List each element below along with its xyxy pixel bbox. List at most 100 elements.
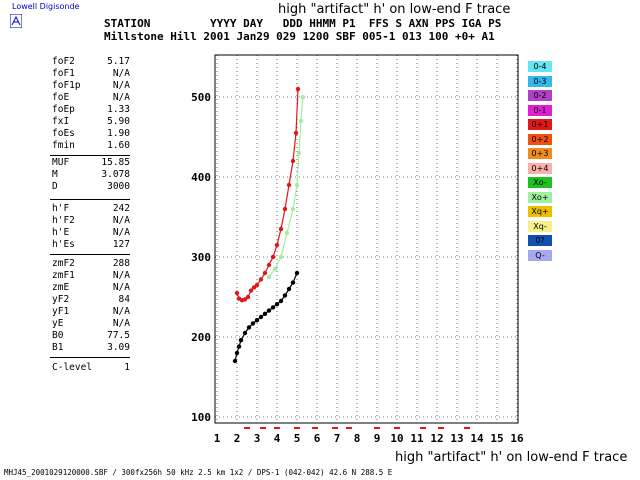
legend-item: 0-4 xyxy=(528,61,552,72)
param-key: h'F2 xyxy=(52,215,75,226)
param-key: M xyxy=(52,169,58,180)
param-key: fmin xyxy=(52,140,75,151)
param-key: foEp xyxy=(52,104,75,115)
param-value: N/A xyxy=(112,80,130,91)
param-row: C-level 1 xyxy=(52,362,130,373)
x-tick-label: 12 xyxy=(430,432,443,445)
param-row: h'F 242 xyxy=(52,203,130,214)
trace-segment xyxy=(292,272,298,283)
lowell-logo-icon xyxy=(10,14,22,28)
trace-segment xyxy=(295,88,299,134)
trace-segment xyxy=(268,268,276,278)
legend-item: Xo+ xyxy=(528,191,552,203)
param-value: N/A xyxy=(112,92,130,103)
param-row: zmF2 288 xyxy=(52,258,130,269)
trace-segment xyxy=(240,332,246,341)
param-value: N/A xyxy=(112,227,130,238)
station-header-row1: STATION YYYY DAY DDD HHMM P1 FFS S AXN P… xyxy=(104,17,502,30)
param-row: MUF 15.85 xyxy=(52,157,130,168)
frequency-marker xyxy=(346,427,352,429)
trace-segment xyxy=(298,120,302,154)
param-row: M 3.078 xyxy=(52,169,130,180)
x-tick-label: 4 xyxy=(274,432,281,445)
param-row: D 3000 xyxy=(52,181,130,192)
chart-title: high "artifact" h' on low-end F trace xyxy=(278,2,511,17)
trace-segment xyxy=(268,256,274,266)
y-tick-label: 400 xyxy=(191,171,211,184)
param-value: 3000 xyxy=(107,181,130,192)
param-value: N/A xyxy=(112,68,130,79)
legend-item: 0? xyxy=(528,235,552,246)
param-key: h'Es xyxy=(52,239,75,250)
param-key: zmF2 xyxy=(52,258,75,269)
trace-segment xyxy=(253,284,258,288)
trace-segment xyxy=(244,296,249,300)
trace-segment xyxy=(256,316,262,321)
param-key: C-level xyxy=(52,362,93,373)
param-row: h'Es 127 xyxy=(52,239,130,250)
param-row: foEp 1.33 xyxy=(52,104,130,115)
chart-bottom-title: high "artifact" h' on low-end F trace xyxy=(395,450,628,465)
frequency-marker xyxy=(394,427,400,429)
param-row: yF1 N/A xyxy=(52,306,130,317)
x-tick-label: 5 xyxy=(294,432,301,445)
trace-segment xyxy=(272,303,278,308)
param-row: zmE N/A xyxy=(52,282,130,293)
param-key: zmE xyxy=(52,282,70,293)
trace-segment xyxy=(238,298,243,301)
legend-item: 0+1 xyxy=(528,119,552,130)
param-divider xyxy=(50,254,130,255)
param-value: 1.60 xyxy=(107,140,130,151)
trace-segment xyxy=(244,327,250,334)
x-tick-label: 6 xyxy=(314,432,321,445)
x-tick-label: 14 xyxy=(470,432,484,445)
trace-segment xyxy=(250,286,255,292)
trace-segment xyxy=(296,152,300,186)
param-value: 127 xyxy=(112,239,130,250)
param-row: B0 77.5 xyxy=(52,330,130,341)
param-key: fxI xyxy=(52,116,70,127)
param-value: 84 xyxy=(118,294,130,305)
param-value: 5.17 xyxy=(107,56,130,67)
param-value: 1.90 xyxy=(107,128,130,139)
x-tick-label: 3 xyxy=(254,432,261,445)
param-row: fxI 5.90 xyxy=(52,116,130,127)
param-value: 288 xyxy=(112,258,130,269)
trace-segment xyxy=(247,290,252,298)
param-value: N/A xyxy=(112,270,130,281)
trace-segment xyxy=(264,310,270,315)
param-divider xyxy=(50,155,130,156)
param-value: N/A xyxy=(112,306,130,317)
trace-segment xyxy=(300,96,304,122)
logo-text: Lowell Digisonde xyxy=(12,2,80,11)
x-tick-label: 10 xyxy=(390,432,403,445)
param-value: N/A xyxy=(112,282,130,293)
param-row: yE N/A xyxy=(52,318,130,329)
trace-segment xyxy=(256,279,262,286)
param-key: B0 xyxy=(52,330,64,341)
trace-segment xyxy=(260,272,266,280)
param-key: D xyxy=(52,181,58,192)
trace-segment xyxy=(264,264,270,274)
param-row: zmF1 N/A xyxy=(52,270,130,281)
frequency-marker xyxy=(374,427,380,429)
trace-segment xyxy=(276,228,282,246)
y-tick-label: 500 xyxy=(191,91,211,104)
plot-frame xyxy=(214,54,519,424)
x-tick-label: 9 xyxy=(374,432,381,445)
param-row: foF2 5.17 xyxy=(52,56,130,67)
param-row: foF1p N/A xyxy=(52,80,130,91)
param-value: N/A xyxy=(112,318,130,329)
trace-segment xyxy=(268,306,274,312)
x-tick-label: 16 xyxy=(510,432,524,445)
trace-segment xyxy=(284,288,290,296)
x-tick-label: 7 xyxy=(334,432,341,445)
trace-segment xyxy=(248,322,254,328)
param-value: N/A xyxy=(112,215,130,226)
trace-segment xyxy=(288,282,294,290)
param-key: h'F xyxy=(52,203,70,214)
trace-segment xyxy=(260,313,266,318)
param-key: B1 xyxy=(52,342,64,353)
trace-segment xyxy=(288,160,294,186)
